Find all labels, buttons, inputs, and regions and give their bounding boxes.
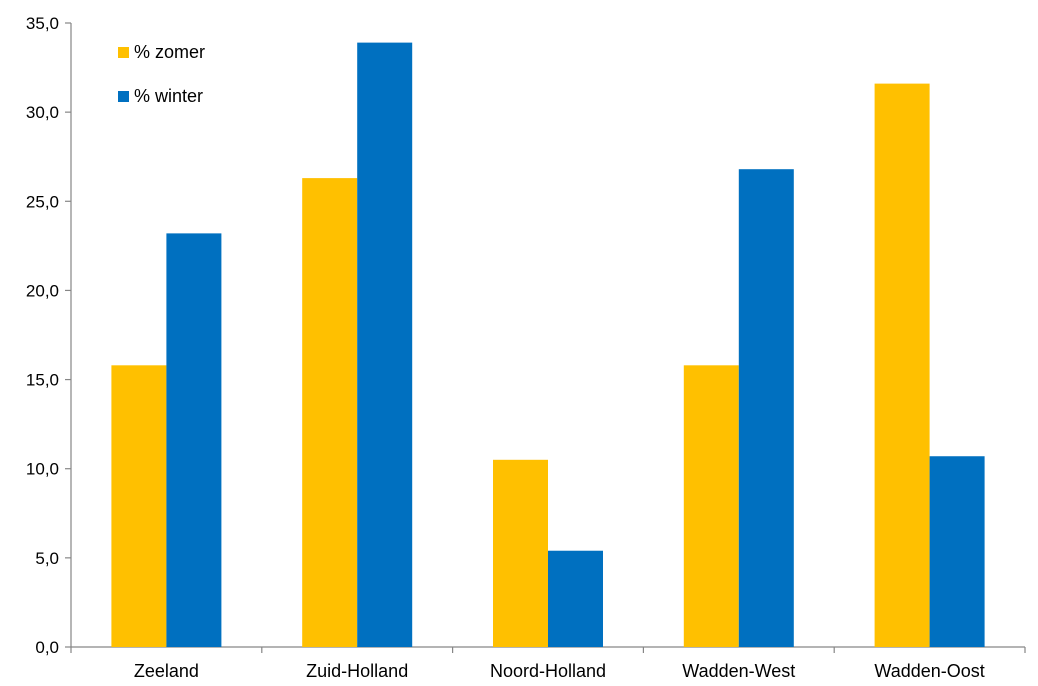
x-axis-labels: Zeeland Zuid-Holland Noord-Holland Wadden-W… [134,661,985,681]
x-category-label: Noord-Holland [490,661,606,681]
x-category-label: Wadden-Oost [874,661,984,681]
y-tick-label: 30,0 [26,103,59,122]
y-tick-label: 5,0 [35,549,59,568]
y-axis-ticks: 0,0 5,0 10,0 15,0 20,0 25,0 30,0 35,0 [26,14,71,657]
legend-label: % winter [134,86,203,106]
bar-winter [166,233,222,647]
bars [111,42,985,648]
bar-winter [357,42,413,647]
y-tick-label: 20,0 [26,281,59,300]
y-tick-label: 0,0 [35,638,59,657]
legend-swatch [118,91,129,102]
bar-zomer [683,365,739,647]
bar-zomer [874,83,930,648]
x-category-label: Wadden-West [682,661,795,681]
bar-winter [929,456,985,647]
x-category-label: Zuid-Holland [306,661,408,681]
legend-label: % zomer [134,42,205,62]
bar-zomer [493,459,548,647]
y-tick-label: 25,0 [26,192,59,211]
legend-swatch [118,47,129,58]
bar-zomer [111,365,167,647]
x-category-label: Zeeland [134,661,199,681]
legend: % zomer % winter [118,42,205,106]
y-tick-label: 15,0 [26,371,59,390]
y-tick-label: 10,0 [26,460,59,479]
y-tick-label: 35,0 [26,14,59,33]
bar-winter [738,169,794,648]
bar-zomer [302,178,358,647]
bar-winter [548,550,603,647]
